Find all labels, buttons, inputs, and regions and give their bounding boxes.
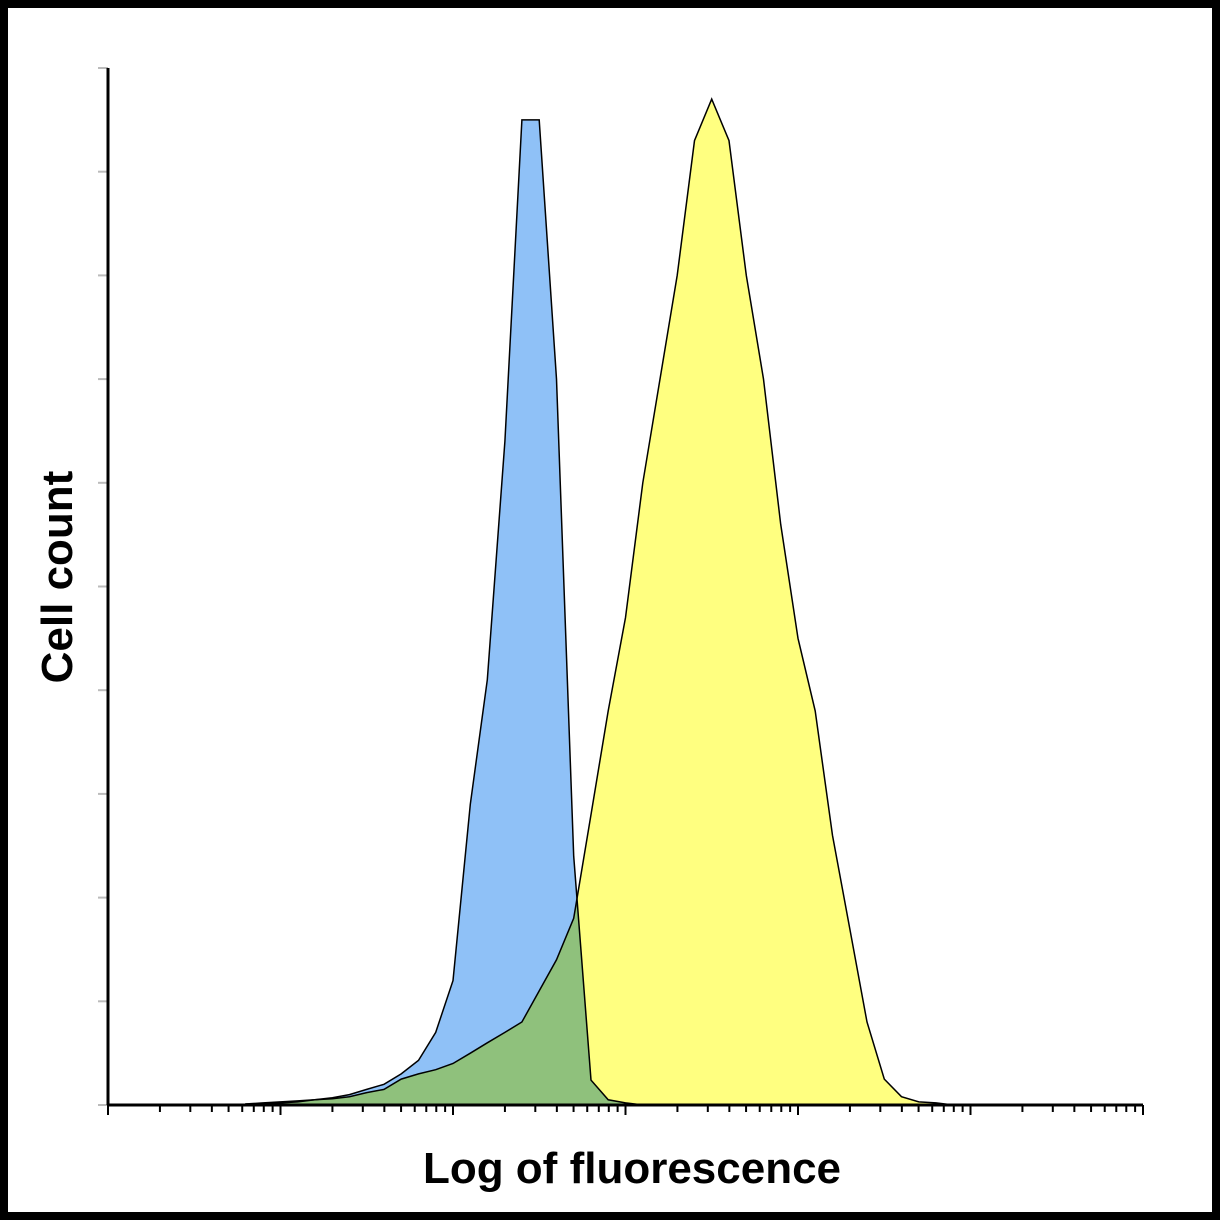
plot-area	[98, 67, 1144, 1115]
x-axis-label: Log of fluorescence	[423, 1144, 841, 1193]
histogram-area	[245, 97, 971, 1106]
y-axis-label: Cell count	[33, 470, 82, 683]
